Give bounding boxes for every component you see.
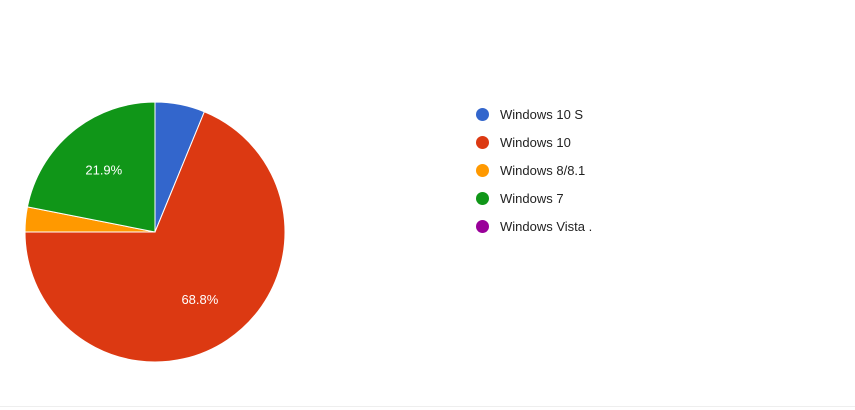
slice-label-windows-7: 21.9% [85, 163, 122, 178]
chart-legend: Windows 10 S Windows 10 Windows 8/8.1 Windo… [476, 100, 696, 240]
legend-item-windows-8-8-1: Windows 8/8.1 [476, 156, 696, 184]
legend-item-windows-10: Windows 10 [476, 128, 696, 156]
pie-slice-windows-7 [26, 101, 156, 233]
legend-swatch [476, 219, 489, 233]
legend-label: Windows 10 [500, 134, 571, 150]
legend-item-windows-10-s: Windows 10 S [476, 100, 696, 128]
bottom-divider [0, 406, 855, 407]
legend-swatch [476, 107, 489, 121]
legend-swatch [476, 163, 489, 177]
legend-swatch [476, 191, 489, 205]
legend-label: Windows Vista . [500, 218, 593, 234]
legend-item-windows-7: Windows 7 [476, 184, 696, 212]
slice-label-windows-10: 68.8% [181, 292, 218, 307]
legend-label: Windows 7 [500, 190, 564, 206]
legend-label: Windows 10 S [500, 106, 584, 122]
legend-label: Windows 8/8.1 [500, 162, 586, 178]
legend-swatch [476, 135, 489, 149]
pie-slice-windows-10 [24, 111, 286, 363]
legend-item-windows-vista: Windows Vista . [476, 212, 696, 240]
